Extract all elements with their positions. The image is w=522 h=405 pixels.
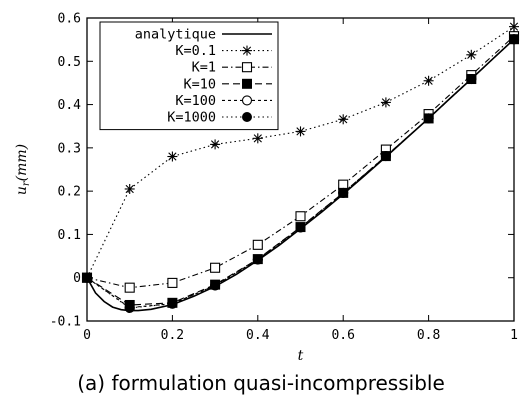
marker-star-stroke [253,134,262,143]
data-point-k-1 [124,282,135,293]
data-point-k-1000 [82,272,92,283]
data-point-k-1000 [124,303,135,314]
legend-entry-k-1: K=1 [192,60,272,76]
y-tick-label: 0.5 [58,55,81,70]
legend-marker [241,62,253,73]
marker-star-stroke [210,140,220,149]
data-point-k-0-1 [252,133,263,144]
data-point-k-0-1 [295,126,306,137]
marker-star-stroke [296,127,305,136]
legend-entry-k-1000: K=1000 [167,110,272,126]
plot-border [86,17,515,322]
legend-label: K=100 [175,93,216,109]
y-tick-label: 0.6 [58,12,81,27]
data-point-k-0-1 [423,75,434,86]
marker-star-stroke [125,184,134,194]
data-point-k-1000 [295,222,306,233]
y-tick-label: 0.4 [58,98,82,113]
plot-frame [86,17,515,322]
y-tick-label: 0.1 [58,228,81,243]
data-point-k-0-1 [466,49,477,60]
y-tick-label: 0.3 [58,141,81,156]
series-line-k-1000 [86,38,515,309]
marker-star-stroke [381,98,391,107]
data-point-k-1 [295,211,306,222]
y-axis-title-subscript: r [21,180,32,186]
data-point-k-1000 [509,34,519,45]
marker-star-stroke [467,50,476,59]
series-line-k-0-1 [86,26,515,278]
y-tick-label: 0.2 [58,185,81,200]
series-layer [81,21,520,314]
legend-marker [242,78,252,89]
x-axis-title: t [298,348,304,364]
data-point-k-0-1 [509,21,519,32]
data-point-k-1000 [423,113,434,124]
legend-label: analytique [135,27,216,43]
y-axis-title-unit: (mm) [14,144,30,181]
data-point-k-1000 [167,298,178,309]
figure-caption: (a) formulation quasi-incompressible [77,371,445,395]
y-axis-title-main: u [14,186,30,195]
data-point-k-1000 [252,254,263,265]
marker-star-stroke [168,152,177,161]
data-point-k-0-1 [338,114,349,125]
legend-label: K=0.1 [175,43,216,59]
legend-label: K=1000 [167,110,216,126]
marker-star-stroke [424,76,433,85]
y-tick-label: 0 [73,271,81,286]
data-point-k-1000 [210,280,221,291]
data-point-k-1 [167,277,178,288]
data-point-k-0-1 [210,139,221,150]
marker-star-stroke [339,115,348,124]
data-point-k-1 [252,239,263,250]
x-tick-label: 1 [510,328,518,343]
legend-entry-k-100: K=100 [175,93,272,109]
legend-marker [241,95,253,106]
legend-marker [242,112,252,122]
data-point-k-0-1 [167,151,178,162]
y-axis-title: ur(mm) [14,144,32,195]
x-tick-label: 0.6 [331,328,354,343]
x-tick-label: 0.4 [246,328,270,343]
data-point-k-1000 [338,187,349,198]
legend-box [99,21,279,131]
legend-entry-k-10: K=10 [183,76,272,92]
y-tick-label: -0.1 [50,315,81,330]
x-tick-label: 0 [83,328,91,343]
data-point-k-1 [338,179,349,190]
legend-entry-k-0-1: K=0.1 [175,43,272,59]
series-k-1000 [82,34,519,314]
data-point-k-0-1 [124,183,135,194]
marker-star-stroke [242,46,252,55]
axis-ticks: 0 0.2 0.4 0.6 0.8 1-0.100.10.20.30.40.50.6 [50,12,518,344]
data-point-k-1000 [380,151,391,162]
x-tick-label: 0.8 [417,328,440,343]
x-tick-label: 0.2 [161,328,184,343]
legend-entry-analytique: analytique [135,27,272,43]
legend-marker [242,45,252,56]
chart: 0 0.2 0.4 0.6 0.8 1-0.100.10.20.30.40.50.6 an… [14,12,520,364]
legend-label: K=1 [192,60,216,76]
marker-star-stroke [509,22,519,31]
data-point-k-1000 [466,74,477,85]
data-point-k-0-1 [380,97,391,108]
legend-label: K=10 [183,76,216,92]
data-point-k-1 [210,262,221,273]
